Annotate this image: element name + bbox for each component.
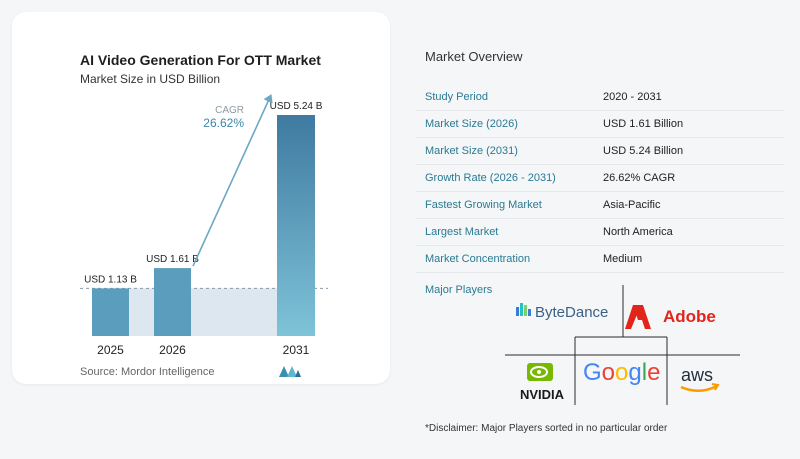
nvidia-logo: NVIDIA bbox=[520, 363, 565, 402]
aws-label: aws bbox=[681, 365, 713, 385]
cagr-value: 26.62% bbox=[203, 116, 244, 130]
x-tick-2026: 2026 bbox=[159, 343, 186, 357]
bytedance-label: ByteDance bbox=[535, 304, 608, 321]
x-tick-2025: 2025 bbox=[97, 343, 124, 357]
adobe-logo: Adobe bbox=[625, 305, 716, 329]
overview-row: Fastest Growing Market Asia-Pacific bbox=[416, 191, 784, 219]
cagr-arrow bbox=[192, 94, 273, 267]
source-note: Source: Mordor Intelligence bbox=[80, 366, 215, 378]
data-label-2026: USD 1.61 B bbox=[146, 254, 199, 265]
overview-value: Asia-Pacific bbox=[594, 191, 784, 219]
overview-key: Market Concentration bbox=[416, 245, 594, 273]
overview-key: Growth Rate (2026 - 2031) bbox=[416, 164, 594, 192]
mordor-intelligence-logo bbox=[279, 366, 301, 377]
market-overview-table: Study Period 2020 - 2031 Market Size (2026… bbox=[416, 84, 784, 273]
bar-2025 bbox=[92, 288, 129, 336]
major-players-title: Major Players bbox=[425, 284, 493, 296]
major-players-logos: ByteDance Adobe NVIDIA Google aws bbox=[505, 285, 740, 405]
overview-row: Market Concentration Medium bbox=[416, 245, 784, 273]
overview-row: Growth Rate (2026 - 2031) 26.62% CAGR bbox=[416, 164, 784, 192]
data-label-2025: USD 1.13 B bbox=[84, 274, 137, 285]
overview-value: 2020 - 2031 bbox=[594, 84, 784, 111]
google-logo: Google bbox=[583, 359, 660, 386]
overview-key: Market Size (2031) bbox=[416, 137, 594, 165]
x-tick-2031: 2031 bbox=[283, 343, 310, 357]
overview-value: USD 1.61 Billion bbox=[594, 110, 784, 138]
data-label-2031: USD 5.24 B bbox=[270, 101, 323, 112]
bar-2026 bbox=[154, 268, 191, 336]
overview-row: Market Size (2026) USD 1.61 Billion bbox=[416, 110, 784, 138]
overview-key: Study Period bbox=[416, 84, 594, 111]
aws-logo: aws bbox=[680, 365, 720, 392]
overview-key: Largest Market bbox=[416, 218, 594, 246]
overview-row: Study Period 2020 - 2031 bbox=[416, 84, 784, 111]
overview-row: Largest Market North America bbox=[416, 218, 784, 246]
overview-value: North America bbox=[594, 218, 784, 246]
chart-title: AI Video Generation For OTT Market bbox=[80, 52, 321, 68]
market-overview-title: Market Overview bbox=[425, 49, 523, 64]
cagr-label: CAGR bbox=[215, 105, 244, 116]
bar-2031 bbox=[277, 115, 315, 336]
overview-row: Market Size (2031) USD 5.24 Billion bbox=[416, 137, 784, 165]
overview-value: USD 5.24 Billion bbox=[594, 137, 784, 165]
overview-value: 26.62% CAGR bbox=[594, 164, 784, 192]
overview-key: Fastest Growing Market bbox=[416, 191, 594, 219]
overview-key: Market Size (2026) bbox=[416, 110, 594, 138]
bar-chart: USD 1.13 B 2025 USD 1.61 B 2026 USD 5.24 B 20… bbox=[80, 94, 328, 357]
chart-subtitle: Market Size in USD Billion bbox=[80, 72, 221, 86]
bytedance-logo: ByteDance bbox=[516, 303, 608, 321]
nvidia-label: NVIDIA bbox=[520, 387, 565, 402]
baseline-shade bbox=[129, 288, 277, 336]
svg-text:Google: Google bbox=[583, 359, 660, 386]
adobe-label: Adobe bbox=[663, 307, 716, 326]
overview-value: Medium bbox=[594, 245, 784, 273]
disclaimer-note: *Disclaimer: Major Players sorted in no … bbox=[425, 423, 668, 434]
